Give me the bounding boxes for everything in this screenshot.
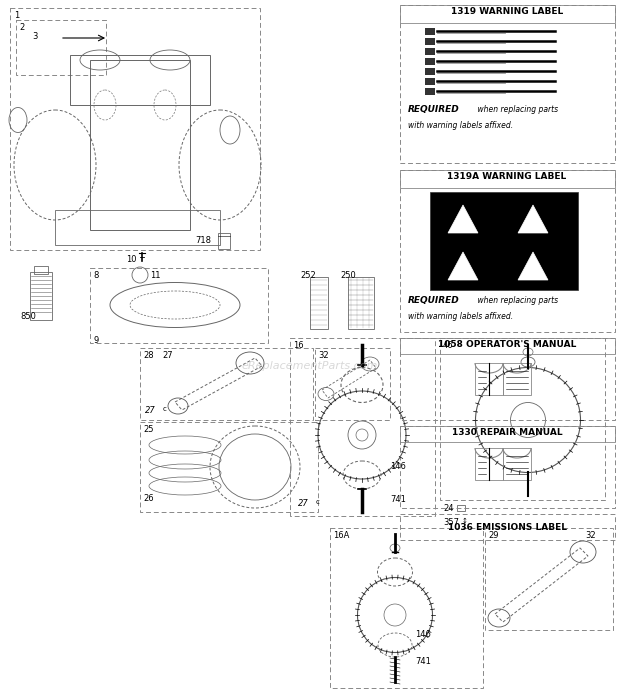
Bar [430, 192, 578, 290]
Bar [475, 448, 503, 480]
Bar [55, 210, 220, 245]
Text: 252: 252 [300, 271, 316, 280]
Bar [140, 348, 313, 420]
Text: 25: 25 [143, 425, 154, 434]
Text: 11: 11 [150, 271, 161, 280]
Text: 1330 REPAIR MANUAL: 1330 REPAIR MANUAL [452, 428, 562, 437]
Bar [400, 426, 615, 442]
Text: 357: 357 [443, 518, 459, 527]
Bar [425, 28, 435, 35]
Text: 28: 28 [143, 351, 154, 360]
Text: 32: 32 [585, 531, 596, 540]
Text: 1319A WARNING LABEL: 1319A WARNING LABEL [448, 172, 567, 181]
Bar [425, 38, 435, 45]
Text: 16A: 16A [333, 531, 350, 540]
Polygon shape [518, 205, 548, 233]
Text: when replacing parts: when replacing parts [475, 296, 558, 305]
Bar [140, 422, 318, 512]
Text: 26: 26 [143, 494, 154, 503]
Bar [400, 338, 615, 354]
Text: REQUIRED: REQUIRED [408, 105, 460, 114]
Bar [503, 363, 531, 395]
Text: 250: 250 [340, 271, 356, 280]
Text: REQUIRED: REQUIRED [408, 296, 460, 305]
Text: 146: 146 [390, 462, 406, 471]
Bar [348, 277, 374, 329]
Text: 8: 8 [93, 271, 99, 280]
Bar [440, 338, 605, 500]
Text: with warning labels affixed.: with warning labels affixed. [408, 312, 513, 321]
Bar [400, 514, 615, 540]
Text: 24: 24 [443, 504, 453, 513]
Text: 146: 146 [415, 630, 431, 639]
Text: 741: 741 [415, 657, 431, 666]
Text: 850: 850 [20, 312, 36, 321]
Bar [90, 268, 268, 343]
Text: с: с [163, 406, 167, 412]
Bar [16, 20, 106, 75]
Bar [400, 170, 615, 332]
Text: when replacing parts: when replacing parts [475, 105, 558, 114]
Polygon shape [448, 252, 478, 280]
Bar [425, 88, 435, 95]
Bar [400, 5, 615, 23]
Polygon shape [518, 252, 548, 280]
Text: 2: 2 [19, 23, 24, 32]
Text: with warning labels affixed.: with warning labels affixed. [408, 121, 513, 130]
Text: с: с [316, 499, 320, 505]
Text: 10: 10 [126, 255, 136, 264]
Text: 27: 27 [145, 406, 156, 415]
Text: 1036 EMISSIONS LABEL: 1036 EMISSIONS LABEL [448, 523, 567, 532]
Text: 1: 1 [14, 11, 19, 20]
Bar [457, 505, 465, 511]
Bar [485, 528, 613, 630]
Bar [90, 60, 190, 230]
Text: 1058 OPERATOR'S MANUAL: 1058 OPERATOR'S MANUAL [438, 340, 576, 349]
Bar [218, 233, 230, 249]
Bar [400, 5, 615, 163]
Bar [70, 55, 210, 105]
Text: 27: 27 [298, 499, 309, 508]
Bar [310, 277, 328, 329]
Bar [425, 58, 435, 65]
Bar [475, 363, 503, 395]
Text: 3: 3 [32, 32, 37, 41]
Bar [34, 266, 48, 274]
Text: 9: 9 [93, 336, 98, 345]
Bar [30, 272, 52, 320]
Bar [330, 528, 483, 688]
Bar [400, 170, 615, 188]
Bar [315, 348, 390, 420]
Bar [400, 426, 615, 508]
Text: 46: 46 [443, 341, 454, 350]
Text: eReplacementParts.com: eReplacementParts.com [242, 361, 378, 371]
Text: 27: 27 [162, 351, 172, 360]
Bar [10, 8, 260, 250]
Text: 29: 29 [488, 531, 498, 540]
Bar [425, 78, 435, 85]
Text: 32: 32 [318, 351, 329, 360]
Text: 741: 741 [390, 495, 406, 504]
Bar [290, 338, 435, 516]
Bar [425, 68, 435, 75]
Polygon shape [448, 205, 478, 233]
Text: 16: 16 [293, 341, 304, 350]
Text: 1319 WARNING LABEL: 1319 WARNING LABEL [451, 7, 563, 16]
Bar [425, 48, 435, 55]
Bar [400, 338, 615, 420]
Text: 718: 718 [195, 236, 211, 245]
Text: ↕: ↕ [462, 518, 468, 524]
Bar [503, 448, 531, 480]
